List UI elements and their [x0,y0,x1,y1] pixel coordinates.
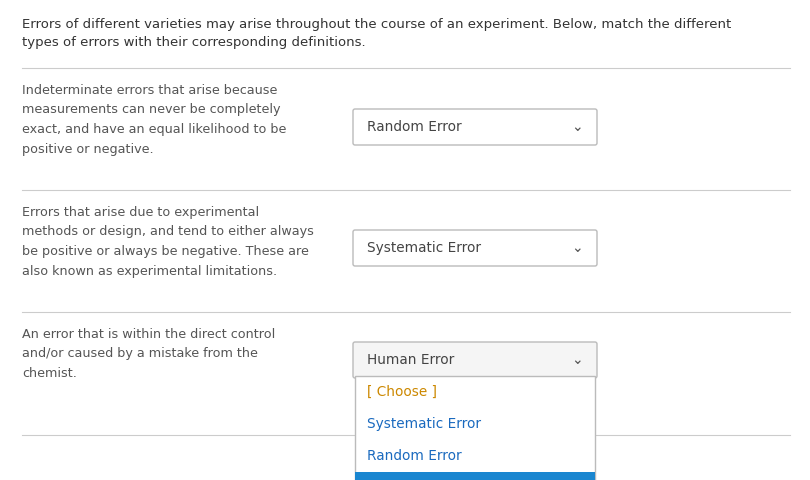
Text: ⌄: ⌄ [571,241,583,255]
FancyBboxPatch shape [353,109,597,145]
Text: Errors that arise due to experimental
methods or design, and tend to either alwa: Errors that arise due to experimental me… [22,206,314,277]
Text: Human Error: Human Error [367,353,454,367]
Text: An error that is within the direct control
and/or caused by a mistake from the
c: An error that is within the direct contr… [22,328,275,380]
Text: ⌄: ⌄ [571,120,583,134]
Text: Random Error: Random Error [367,120,462,134]
FancyBboxPatch shape [353,342,597,378]
FancyBboxPatch shape [355,472,595,480]
Text: Systematic Error: Systematic Error [367,417,481,431]
FancyBboxPatch shape [353,230,597,266]
Text: [ Choose ]: [ Choose ] [367,385,437,399]
Text: types of errors with their corresponding definitions.: types of errors with their corresponding… [22,36,365,49]
Text: Indeterminate errors that arise because
measurements can never be completely
exa: Indeterminate errors that arise because … [22,84,287,156]
Text: Systematic Error: Systematic Error [367,241,481,255]
Text: ⌄: ⌄ [571,353,583,367]
FancyBboxPatch shape [355,376,595,480]
Text: Errors of different varieties may arise throughout the course of an experiment. : Errors of different varieties may arise … [22,18,731,31]
Text: Random Error: Random Error [367,449,462,463]
